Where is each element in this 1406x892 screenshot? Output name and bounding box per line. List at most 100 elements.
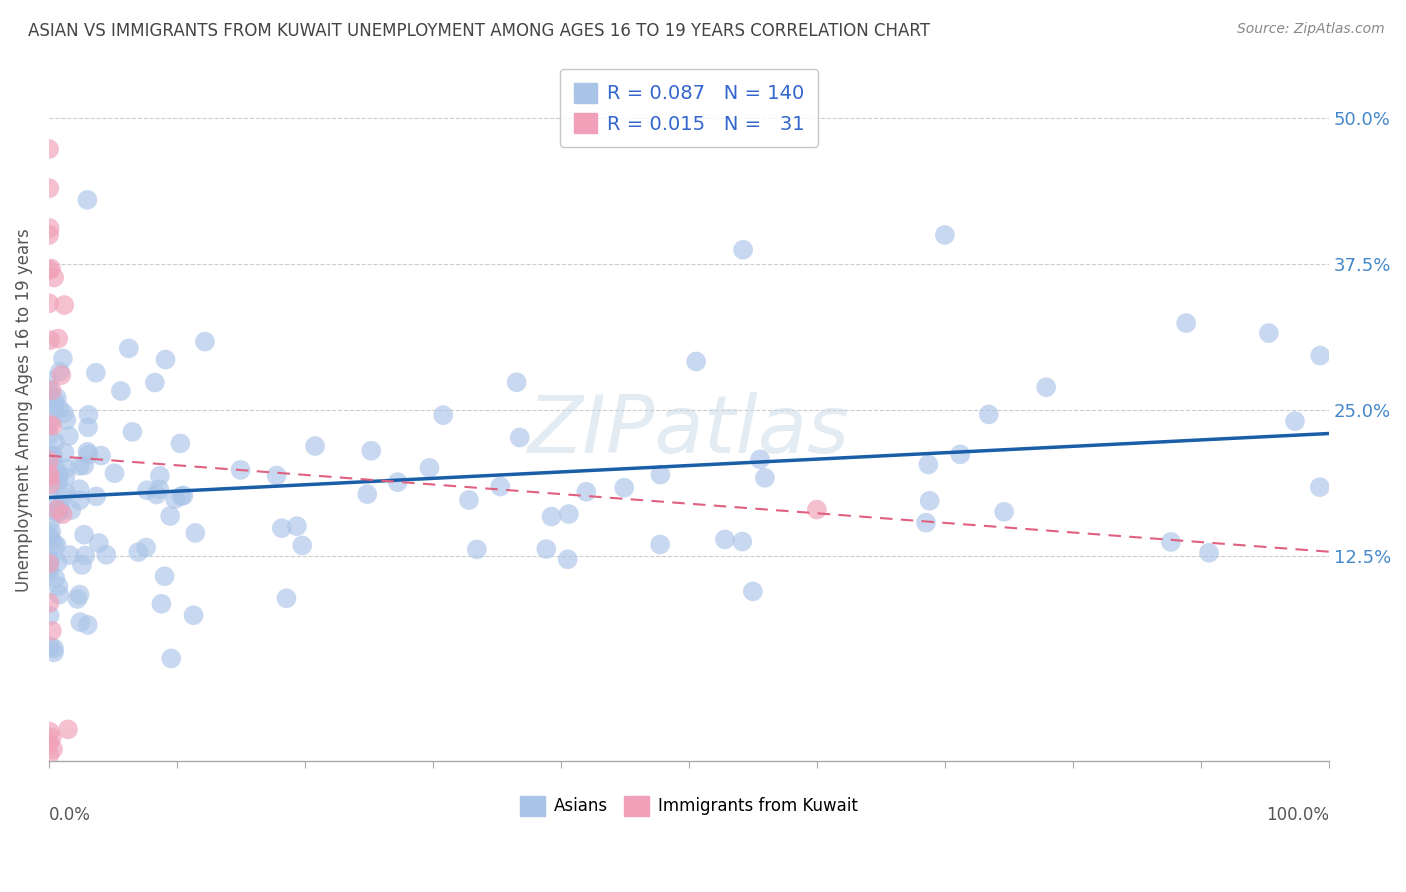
Point [183, 608, 205, 623]
Point [45, 391, 67, 405]
Point [1257, 326, 1279, 340]
Point [163, 492, 186, 507]
Point [39, 389, 62, 403]
Point [39, 640, 62, 654]
Point [304, 439, 326, 453]
Point [45, 538, 67, 552]
Y-axis label: Unemployment Among Ages 16 to 19 years: Unemployment Among Ages 16 to 19 years [15, 228, 32, 592]
Point [1035, 380, 1057, 394]
Point [69, 588, 91, 602]
Point [58, 548, 80, 562]
Point [38, 181, 60, 195]
Point [540, 509, 562, 524]
Point [41, 624, 63, 638]
Point [121, 425, 143, 439]
Point [977, 408, 1000, 422]
Point [1175, 316, 1198, 330]
Point [75, 549, 97, 563]
Point [149, 468, 172, 483]
Point [38, 453, 60, 467]
Point [69, 493, 91, 508]
Point [58, 429, 80, 443]
Point [557, 552, 579, 566]
Point [38, 374, 60, 388]
Point [38, 596, 60, 610]
Point [44, 537, 66, 551]
Point [44, 270, 66, 285]
Point [685, 354, 707, 368]
Point [41, 418, 63, 433]
Point [754, 471, 776, 485]
Point [270, 521, 292, 535]
Point [76, 193, 98, 207]
Point [934, 227, 956, 242]
Point [38, 227, 60, 242]
Point [741, 584, 763, 599]
Point [360, 443, 382, 458]
Point [87, 536, 110, 550]
Point [55, 485, 77, 500]
Point [1309, 480, 1331, 494]
Point [39, 477, 62, 491]
Point [38, 553, 60, 567]
Point [160, 651, 183, 665]
Point [103, 466, 125, 480]
Point [918, 493, 941, 508]
Point [418, 461, 440, 475]
Point [46, 555, 69, 569]
Point [806, 502, 828, 516]
Point [1284, 414, 1306, 428]
Point [714, 533, 737, 547]
Point [38, 724, 60, 739]
Point [45, 461, 67, 475]
Point [38, 528, 60, 542]
Point [135, 541, 157, 555]
Point [48, 588, 70, 602]
Point [55, 461, 77, 475]
Point [127, 545, 149, 559]
Point [38, 565, 60, 579]
Point [60, 503, 83, 517]
Point [276, 591, 298, 606]
Point [73, 527, 96, 541]
Point [650, 467, 672, 482]
Point [44, 394, 66, 409]
Point [41, 453, 63, 467]
Point [505, 376, 527, 390]
Point [38, 142, 60, 156]
Point [96, 548, 118, 562]
Point [84, 489, 107, 503]
Point [42, 742, 65, 756]
Point [536, 542, 558, 557]
Point [42, 641, 65, 656]
Point [42, 645, 65, 659]
Point [48, 579, 70, 593]
Point [1198, 546, 1220, 560]
Point [184, 525, 207, 540]
Point [48, 506, 70, 520]
Point [38, 747, 60, 762]
Point [39, 524, 62, 539]
Point [39, 333, 62, 347]
Point [48, 468, 70, 483]
Point [38, 428, 60, 442]
Point [38, 608, 60, 623]
Point [52, 507, 75, 521]
Point [949, 447, 972, 461]
Point [39, 449, 62, 463]
Point [44, 571, 66, 585]
Point [1160, 535, 1182, 549]
Point [38, 417, 60, 432]
Point [170, 489, 193, 503]
Point [38, 383, 60, 397]
Point [49, 502, 72, 516]
Point [38, 467, 60, 481]
Point [993, 505, 1015, 519]
Point [1309, 349, 1331, 363]
Point [38, 469, 60, 483]
Point [49, 365, 72, 379]
Point [356, 487, 378, 501]
Point [41, 731, 63, 745]
Point [39, 491, 62, 506]
Point [291, 538, 314, 552]
